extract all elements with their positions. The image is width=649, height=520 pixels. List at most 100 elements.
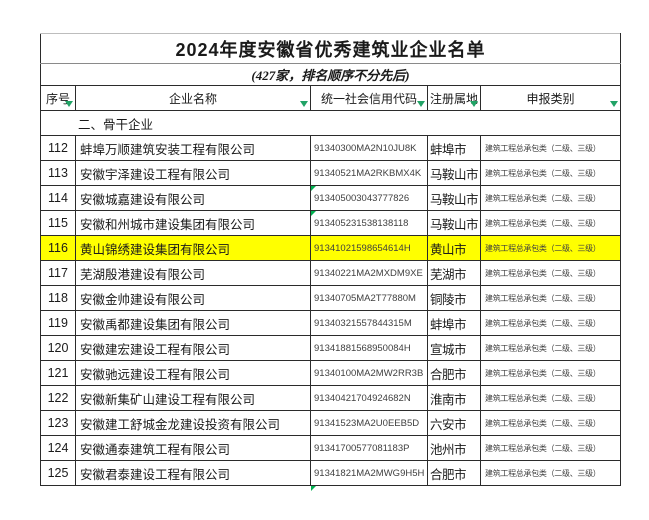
company-name-cell[interactable]: 安徽和州城市建设集团有限公司	[75, 210, 311, 236]
declaration-category-cell[interactable]: 建筑工程总承包类（二级、三级）	[479, 260, 622, 286]
credit-code-cell[interactable]: 91340300MA2N10JU8K	[310, 135, 428, 161]
company-name-cell[interactable]: 蚌埠万顺建筑安装工程有限公司	[75, 135, 311, 161]
registration-city-cell[interactable]: 池州市	[427, 435, 481, 461]
registration-city-cell[interactable]: 芜湖市	[427, 260, 481, 286]
credit-code-text: 91340221MA2MXDM9XE	[314, 267, 423, 279]
serial-number-cell[interactable]: 115	[40, 210, 76, 236]
credit-code-cell[interactable]: 91341021598654614H	[310, 235, 428, 261]
company-name-cell[interactable]: 安徽驰远建设工程有限公司	[75, 360, 311, 386]
registration-city-cell[interactable]: 合肥市	[427, 360, 481, 386]
serial-number-cell[interactable]: 113	[40, 160, 76, 186]
company-name-cell[interactable]: 安徽城嘉建设有限公司	[75, 185, 311, 211]
registration-city-cell[interactable]: 六安市	[427, 410, 481, 436]
company-name-cell[interactable]: 安徽禹都建设集团有限公司	[75, 310, 311, 336]
column-header-name[interactable]: 企业名称	[75, 85, 311, 111]
company-name-cell[interactable]: 安徽金帅建设有限公司	[75, 285, 311, 311]
company-name-cell[interactable]: 黄山锦绣建设集团有限公司	[75, 235, 311, 261]
company-name-cell[interactable]: 安徽通泰建筑工程有限公司	[75, 435, 311, 461]
declaration-category-cell[interactable]: 建筑工程总承包类（二级、三级）	[479, 160, 622, 186]
table-row: 115 安徽和州城市建设集团有限公司 913405231538138118 马鞍…	[40, 210, 622, 236]
table-row: 122 安徽新集矿山建设工程有限公司 91340421704924682N 淮南…	[40, 385, 622, 411]
column-header-category-label: 申报类别	[526, 91, 575, 106]
credit-code-text: 91341021598654614H	[314, 242, 411, 254]
credit-code-text: 91341700577081183P	[314, 442, 410, 454]
declaration-category-cell[interactable]: 建筑工程总承包类（二级、三级）	[479, 335, 622, 361]
registration-city-cell[interactable]: 马鞍山市	[427, 160, 481, 186]
company-name-cell[interactable]: 芜湖殷港建设有限公司	[75, 260, 311, 286]
serial-number-cell[interactable]: 112	[40, 135, 76, 161]
registration-city-cell[interactable]: 合肥市	[427, 460, 481, 486]
table-row: 112 蚌埠万顺建筑安装工程有限公司 91340300MA2N10JU8K 蚌埠…	[40, 135, 622, 161]
declaration-category-cell[interactable]: 建筑工程总承包类（二级、三级）	[479, 135, 622, 161]
registration-city-cell[interactable]: 黄山市	[427, 235, 481, 261]
company-name-cell[interactable]: 安徽建宏建设工程有限公司	[75, 335, 311, 361]
table-body: 2024年度安徽省优秀建筑业企业名单 (427家，排名顺序不分先后) 序号 企业…	[39, 33, 622, 486]
serial-number-cell[interactable]: 118	[40, 285, 76, 311]
company-name-cell[interactable]: 安徽建工舒城金龙建设投资有限公司	[75, 410, 311, 436]
registration-city-cell[interactable]: 宣城市	[427, 335, 481, 361]
declaration-category-cell[interactable]: 建筑工程总承包类（二级、三级）	[479, 185, 622, 211]
section-header[interactable]: 二、骨干企业	[39, 110, 622, 136]
filter-dropdown-icon[interactable]	[470, 101, 478, 107]
company-name-cell[interactable]: 安徽新集矿山建设工程有限公司	[75, 385, 311, 411]
stored-as-text-flag	[311, 211, 316, 216]
credit-code-cell[interactable]: 91341821MA2MWG9H5H	[310, 460, 428, 486]
credit-code-cell[interactable]: 91340705MA2T77880M	[310, 285, 428, 311]
registration-city-cell[interactable]: 马鞍山市	[427, 185, 481, 211]
serial-number-cell[interactable]: 116	[40, 235, 76, 261]
serial-number-cell[interactable]: 124	[40, 435, 76, 461]
column-header-no[interactable]: 序号	[40, 85, 76, 111]
credit-code-text: 913405003043777826	[314, 192, 410, 204]
serial-number-cell[interactable]: 125	[40, 460, 76, 486]
filter-dropdown-icon[interactable]	[417, 101, 425, 107]
column-header-category[interactable]: 申报类别	[479, 85, 622, 111]
credit-code-text: 91340300MA2N10JU8K	[314, 142, 417, 154]
table-row: 124 安徽通泰建筑工程有限公司 91341700577081183P 池州市 …	[40, 435, 622, 461]
filter-dropdown-icon[interactable]	[610, 101, 619, 107]
table-row: 113 安徽宇泽建设工程有限公司 91340521MA2RKBMX4K 马鞍山市…	[40, 160, 622, 186]
declaration-category-cell[interactable]: 建筑工程总承包类（二级、三级）	[479, 210, 622, 236]
credit-code-text: 91341523MA2U0EEB5D	[314, 417, 420, 429]
declaration-category-cell[interactable]: 建筑工程总承包类（二级、三级）	[479, 285, 622, 311]
serial-number-cell[interactable]: 123	[40, 410, 76, 436]
registration-city-cell[interactable]: 蚌埠市	[427, 310, 481, 336]
credit-code-cell[interactable]: 913405003043777826	[310, 185, 428, 211]
credit-code-text: 91340321557844315M	[314, 317, 412, 329]
company-name-cell[interactable]: 安徽君泰建设工程有限公司	[75, 460, 311, 486]
page-subtitle: (427家，排名顺序不分先后)	[39, 63, 622, 86]
credit-code-cell[interactable]: 91340221MA2MXDM9XE	[310, 260, 428, 286]
declaration-category-cell[interactable]: 建筑工程总承包类（二级、三级）	[479, 360, 622, 386]
credit-code-cell[interactable]: 91341523MA2U0EEB5D	[310, 410, 428, 436]
credit-code-text: 91340100MA2MW2RR3B	[314, 367, 424, 379]
credit-code-cell[interactable]: 91341700577081183P	[310, 435, 428, 461]
registration-city-cell[interactable]: 马鞍山市	[427, 210, 481, 236]
title-row: 2024年度安徽省优秀建筑业企业名单	[39, 33, 622, 64]
declaration-category-cell[interactable]: 建筑工程总承包类（二级、三级）	[479, 410, 622, 436]
serial-number-cell[interactable]: 120	[40, 335, 76, 361]
declaration-category-cell[interactable]: 建筑工程总承包类（二级、三级）	[479, 435, 622, 461]
column-header-code[interactable]: 统一社会信用代码	[310, 85, 428, 111]
filter-dropdown-icon[interactable]	[65, 101, 73, 107]
credit-code-cell[interactable]: 91340100MA2MW2RR3B	[310, 360, 428, 386]
column-header-city[interactable]: 注册属地	[427, 85, 481, 111]
serial-number-cell[interactable]: 119	[40, 310, 76, 336]
credit-code-cell[interactable]: 91340521MA2RKBMX4K	[310, 160, 428, 186]
credit-code-cell[interactable]: 91341881568950084H	[310, 335, 428, 361]
registration-city-cell[interactable]: 淮南市	[427, 385, 481, 411]
serial-number-cell[interactable]: 114	[40, 185, 76, 211]
declaration-category-cell[interactable]: 建筑工程总承包类（二级、三级）	[479, 385, 622, 411]
registration-city-cell[interactable]: 铜陵市	[427, 285, 481, 311]
registration-city-cell[interactable]: 蚌埠市	[427, 135, 481, 161]
serial-number-cell[interactable]: 117	[40, 260, 76, 286]
credit-code-text: 91340421704924682N	[314, 392, 411, 404]
filter-dropdown-icon[interactable]	[300, 101, 308, 107]
declaration-category-cell[interactable]: 建筑工程总承包类（二级、三级）	[479, 235, 622, 261]
company-name-cell[interactable]: 安徽宇泽建设工程有限公司	[75, 160, 311, 186]
declaration-category-cell[interactable]: 建筑工程总承包类（二级、三级）	[479, 460, 622, 486]
credit-code-cell[interactable]: 913405231538138118	[310, 210, 428, 236]
credit-code-cell[interactable]: 91340321557844315M	[310, 310, 428, 336]
serial-number-cell[interactable]: 122	[40, 385, 76, 411]
serial-number-cell[interactable]: 121	[40, 360, 76, 386]
declaration-category-cell[interactable]: 建筑工程总承包类（二级、三级）	[479, 310, 622, 336]
credit-code-cell[interactable]: 91340421704924682N	[310, 385, 428, 411]
